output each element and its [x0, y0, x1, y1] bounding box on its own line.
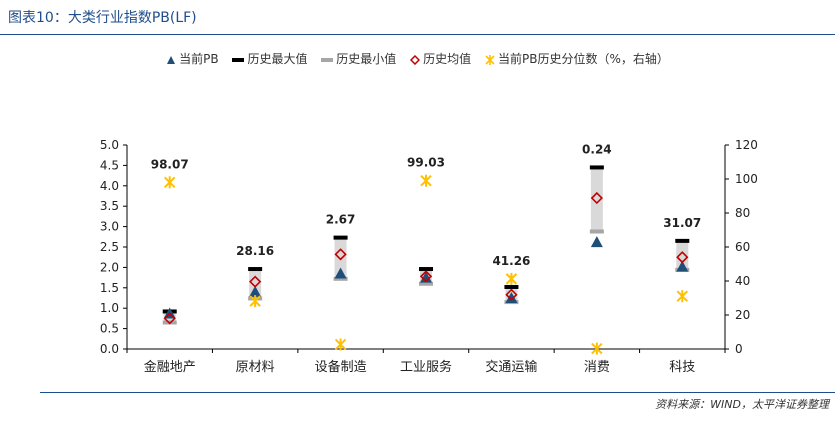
legend-label-max: 历史最大值	[247, 52, 308, 66]
legend-label-current: 当前PB	[179, 52, 219, 66]
y2-axis-tick-label: 0	[735, 342, 743, 356]
percentile-data-label: 31.07	[663, 216, 701, 230]
average-marker	[249, 275, 262, 288]
gray-dash-icon	[321, 57, 334, 62]
y-axis-tick-label: 4.0	[100, 179, 119, 193]
x-axis-category-label: 消费	[584, 360, 610, 375]
source-note: 资料来源：WIND，太平洋证券整理	[655, 398, 829, 411]
percentile-data-label: 28.16	[236, 244, 274, 258]
y-axis-tick-label: 3.5	[100, 199, 119, 213]
legend-item-max: 历史最大值	[232, 50, 307, 67]
y2-axis-tick-label: 20	[735, 308, 750, 322]
y-axis-tick-label: 1.0	[100, 301, 119, 315]
percentile-marker	[505, 272, 518, 285]
y-axis-tick-label: 0.0	[100, 342, 119, 356]
y2-axis-tick-label: 120	[735, 138, 758, 152]
percentile-data-label: 98.07	[151, 157, 189, 171]
percentile-marker	[591, 342, 603, 355]
x-axis-category-label: 工业服务	[400, 359, 452, 375]
x-axis-category-label: 设备制造	[315, 359, 367, 375]
y-axis-tick-label: 0.5	[100, 322, 119, 336]
legend-label-avg: 历史均值	[423, 52, 472, 66]
y-axis-tick-label: 1.5	[100, 281, 119, 295]
x-axis-category-label: 科技	[669, 360, 695, 375]
average-marker	[419, 270, 433, 283]
current-pb-marker	[505, 292, 518, 303]
percentile-marker	[249, 295, 261, 308]
percentile-data-label: 41.26	[492, 254, 530, 268]
current-pb-marker	[676, 260, 689, 272]
average-marker	[163, 312, 176, 325]
x-axis-category-label: 原材料	[236, 360, 275, 375]
legend-label-min: 历史最小值	[336, 52, 397, 66]
min-marker	[419, 281, 433, 286]
page-title: 图表10：大类行业指数PB(LF)	[8, 10, 197, 26]
current-pb-marker	[590, 236, 603, 248]
legend-item-min: 历史最小值	[321, 50, 396, 67]
current-pb-marker	[334, 267, 347, 279]
title-bar: 图表10：大类行业指数PB(LF)	[0, 0, 835, 35]
average-marker	[334, 248, 347, 261]
pb-chart: 0.0 0.5 1.0 1.5 2.0 2.5 3.0 3.5 4.0 4.5 5.0 0 20 40 60…	[100, 138, 758, 375]
asterisk-icon	[485, 54, 495, 65]
legend-item-pct: 当前PB历史分位数（%，右轴）	[485, 50, 669, 67]
average-marker	[590, 191, 603, 205]
min-marker	[589, 229, 604, 234]
max-marker	[419, 267, 433, 272]
diamond-icon	[410, 54, 421, 65]
x-axis-category-label: 金融地产	[144, 359, 196, 375]
percentile-marker	[164, 176, 176, 189]
max-marker	[675, 238, 690, 243]
legend-item-current: 当前PB	[166, 50, 219, 67]
y-axis-tick-label: 3.0	[100, 220, 119, 234]
chart-legend: 当前PB 历史最大值 历史最小值 历史均值 当前PB历史分位数（%，右轴）	[0, 50, 835, 67]
y2-axis-tick-label: 100	[735, 172, 758, 186]
black-dash-icon	[232, 57, 245, 62]
y2-axis-tick-label: 80	[735, 206, 750, 220]
range-band	[249, 269, 262, 299]
y-axis-tick-label: 2.5	[100, 240, 119, 254]
max-marker	[504, 284, 519, 289]
y-axis-tick-label: 2.0	[100, 260, 119, 274]
legend-label-pct: 当前PB历史分位数（%，右轴）	[497, 52, 669, 66]
max-marker	[589, 165, 604, 170]
y2-axis-tick-label: 40	[735, 274, 750, 288]
percentile-data-label: 99.03	[407, 156, 445, 170]
triangle-icon	[167, 55, 176, 64]
current-pb-marker	[249, 285, 262, 297]
percentile-marker	[420, 174, 432, 187]
percentile-data-label: 0.24	[582, 142, 612, 156]
percentile-marker	[334, 338, 347, 351]
current-pb-marker	[420, 271, 432, 283]
max-marker	[333, 235, 348, 240]
y2-axis-tick-label: 60	[735, 240, 750, 254]
percentile-marker	[676, 290, 688, 303]
percentile-data-label: 2.67	[326, 213, 356, 227]
legend-item-avg: 历史均值	[410, 50, 471, 67]
range-band	[590, 167, 603, 232]
range-band	[676, 240, 689, 270]
min-marker	[333, 276, 348, 281]
footer-divider	[40, 392, 835, 393]
max-marker	[248, 267, 263, 272]
average-marker	[505, 288, 518, 301]
y-axis-tick-label: 4.5	[100, 158, 119, 172]
y-axis-tick-label: 5.0	[100, 138, 119, 152]
average-marker	[676, 251, 689, 264]
x-axis-category-label: 交通运输	[485, 359, 537, 375]
